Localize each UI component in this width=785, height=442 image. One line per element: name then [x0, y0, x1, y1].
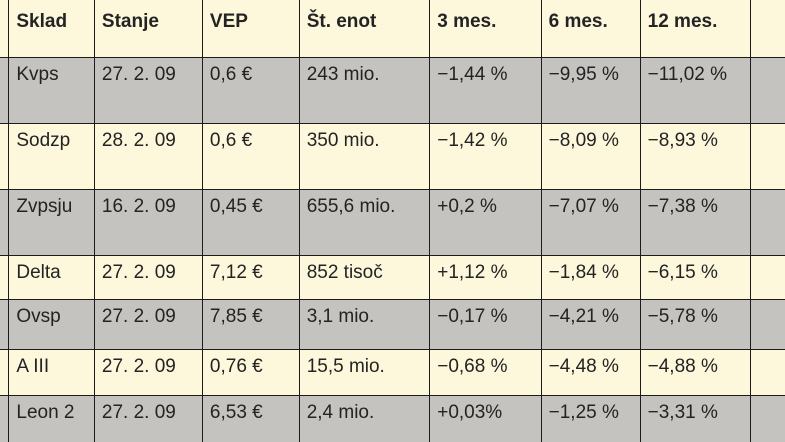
table-cell-vep: 0,45 € — [201, 189, 300, 256]
row-cell-left-cut — [0, 299, 10, 350]
table-cell-sklad: Zvpsju — [8, 189, 95, 256]
table-cell-m6: −8,09 % — [540, 123, 641, 190]
table-cell-enote: 655,6 mio. — [298, 189, 431, 256]
table-cell-stanje: 28. 2. 09 — [93, 123, 203, 190]
table-cell-vep: 0,76 € — [201, 349, 300, 396]
row-cell-left-cut — [0, 395, 10, 442]
row-cell-right-cut — [749, 255, 785, 300]
table-cell-m6: −9,95 % — [540, 57, 641, 124]
row-cell-left-cut — [0, 255, 10, 300]
header-cell-st-enot: Št. enot — [298, 0, 431, 58]
table-cell-m6: −4,48 % — [540, 349, 641, 396]
header-cell-vep: VEP — [201, 0, 300, 58]
table-cell-vep: 6,53 € — [201, 395, 300, 442]
table-cell-m6: −1,25 % — [540, 395, 641, 442]
table-cell-enote: 2,4 mio. — [298, 395, 431, 442]
table-cell-vep: 7,12 € — [201, 255, 300, 300]
table-cell-sklad: Kvps — [8, 57, 95, 124]
table-cell-sklad: Ovsp — [8, 299, 95, 350]
table-cell-m12: −7,38 % — [639, 189, 751, 256]
table-row: Zvpsju 16. 2. 09 0,45 €655,6 mio. +0,2 % −7,… — [0, 189, 785, 256]
header-cell-right-cut — [749, 0, 785, 58]
header-cell-stanje: Stanje — [93, 0, 203, 58]
table-cell-m12: −6,15 % — [639, 255, 751, 300]
table-cell-enote: 350 mio. — [298, 123, 431, 190]
table-cell-m12: −3,31 % — [639, 395, 751, 442]
header-cell-6-mes: 6 mes. — [540, 0, 641, 58]
row-cell-left-cut — [0, 189, 10, 256]
table-cell-enote: 243 mio. — [298, 57, 431, 124]
table-cell-m3: −1,44 % — [429, 57, 542, 124]
table-cell-m3: +0,2 % — [429, 189, 542, 256]
table-cell-m12: −5,78 % — [639, 299, 751, 350]
table-cell-stanje: 27. 2. 09 — [93, 395, 203, 442]
table-cell-m3: −0,17 % — [429, 299, 542, 350]
row-cell-right-cut — [749, 299, 785, 350]
table-cell-m12: −11,02 % — [639, 57, 751, 124]
row-cell-left-cut — [0, 57, 10, 124]
table-cell-stanje: 27. 2. 09 — [93, 349, 203, 396]
table-cell-sklad: Sodzp — [8, 123, 95, 190]
table-cell-enote: 3,1 mio. — [298, 299, 431, 350]
header-cell-left-cut — [0, 0, 10, 58]
table-cell-m6: −4,21 % — [540, 299, 641, 350]
table-row: A III 27. 2. 09 0,76 €15,5 mio. −0,68 % −4,4… — [0, 349, 785, 396]
table-cell-sklad: A III — [8, 349, 95, 396]
table-cell-m3: −1,42 % — [429, 123, 542, 190]
table-cell-m6: −7,07 % — [540, 189, 641, 256]
table-cell-m3: +1,12 % — [429, 255, 542, 300]
table-cell-m3: −0,68 % — [429, 349, 542, 396]
table-cell-stanje: 27. 2. 09 — [93, 57, 203, 124]
table-cell-m3: +0,03% — [429, 395, 542, 442]
header-cell-12-mes: 12 mes. — [639, 0, 751, 58]
table-cell-stanje: 16. 2. 09 — [93, 189, 203, 256]
row-cell-left-cut — [0, 123, 10, 190]
table-cell-stanje: 27. 2. 09 — [93, 255, 203, 300]
header-cell-3-mes: 3 mes. — [429, 0, 542, 58]
table-cell-enote: 852 tisoč — [298, 255, 431, 300]
row-cell-right-cut — [749, 395, 785, 442]
table-cell-m12: −4,88 % — [639, 349, 751, 396]
table-row: Kvps 27. 2. 09 0,6 €243 mio. −1,44 % −9,95 %… — [0, 57, 785, 124]
table-cell-stanje: 27. 2. 09 — [93, 299, 203, 350]
header-cell-sklad: Sklad — [8, 0, 95, 58]
table-cell-sklad: Leon 2 — [8, 395, 95, 442]
table-row: Delta 27. 2. 09 7,12 €852 tisoč +1,12 % −1,8… — [0, 255, 785, 300]
table-row: Ovsp 27. 2. 09 7,85 €3,1 mio. −0,17 % −4,21 … — [0, 299, 785, 350]
row-cell-right-cut — [749, 57, 785, 124]
table-header-row: Sklad Stanje VEP Št. enot 3 mes. 6 mes. … — [0, 0, 785, 58]
table-cell-vep: 7,85 € — [201, 299, 300, 350]
row-cell-right-cut — [749, 123, 785, 190]
table-cell-enote: 15,5 mio. — [298, 349, 431, 396]
table-cell-m6: −1,84 % — [540, 255, 641, 300]
table-cell-sklad: Delta — [8, 255, 95, 300]
row-cell-right-cut — [749, 349, 785, 396]
table-row: Leon 2 27. 2. 09 6,53 €2,4 mio. +0,03% −1,25… — [0, 395, 785, 442]
table-cell-vep: 0,6 € — [201, 57, 300, 124]
table-cell-m12: −8,93 % — [639, 123, 751, 190]
row-cell-right-cut — [749, 189, 785, 256]
row-cell-left-cut — [0, 349, 10, 396]
table-cell-vep: 0,6 € — [201, 123, 300, 190]
table-row: Sodzp 28. 2. 09 0,6 €350 mio. −1,42 % −8,09 … — [0, 123, 785, 190]
